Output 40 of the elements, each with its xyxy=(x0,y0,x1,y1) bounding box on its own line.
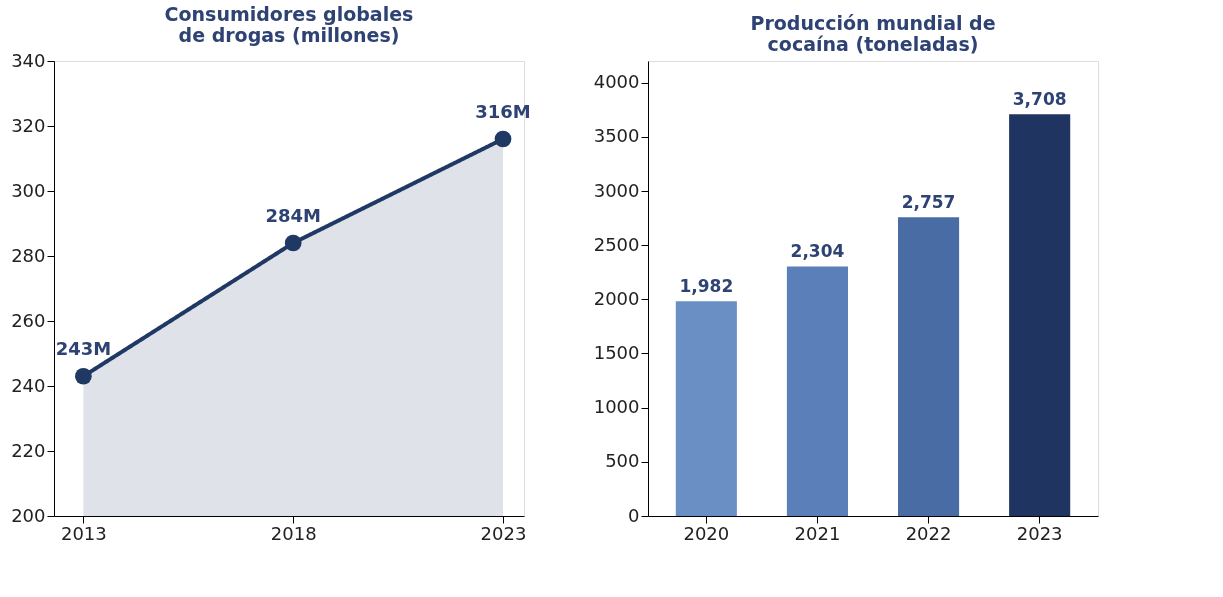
point xyxy=(75,367,92,385)
bar xyxy=(786,266,848,516)
y-tick-label: 200 xyxy=(11,504,46,526)
x-tick-label: 2022 xyxy=(905,522,952,544)
data-label: 2,304 xyxy=(790,241,845,262)
y-tick-label: 3000 xyxy=(593,179,640,201)
y-tick-label: 300 xyxy=(11,179,46,201)
data-label: 3,708 xyxy=(1012,89,1067,110)
y-tick-label: 1000 xyxy=(593,396,640,418)
x-tick-label: 2023 xyxy=(480,522,527,544)
y-tick-label: 340 xyxy=(11,49,46,71)
y-tick-label: 2500 xyxy=(593,233,640,255)
data-label: 243M xyxy=(55,338,112,360)
y-tick-label: 500 xyxy=(605,450,640,472)
data-label: 284M xyxy=(265,205,321,226)
y-tick-label: 4000 xyxy=(593,71,640,93)
x-tick-label: 2023 xyxy=(1016,522,1063,544)
point xyxy=(284,234,302,252)
x-tick-label: 2013 xyxy=(60,522,107,544)
x-tick-label: 2021 xyxy=(794,522,841,544)
bar xyxy=(675,301,737,516)
x-tick-label: 2018 xyxy=(270,522,317,544)
y-tick-label: 220 xyxy=(11,439,46,461)
chart-title: Consumidores globales de drogas (millones) xyxy=(164,3,414,46)
x-tick-label: 2020 xyxy=(683,522,730,544)
y-tick-label: 3500 xyxy=(593,125,640,147)
data-label: 316M xyxy=(475,101,531,122)
y-tick-label: 2000 xyxy=(593,287,640,309)
y-tick-label: 280 xyxy=(11,244,46,266)
y-tick-label: 0 xyxy=(628,504,640,526)
y-tick-label: 320 xyxy=(11,114,46,136)
y-tick-label: 240 xyxy=(11,374,46,396)
chart-title: Producción mundial de cocaína (toneladas) xyxy=(750,12,996,55)
y-tick-label: 1500 xyxy=(593,342,640,363)
data-label: 1,982 xyxy=(679,276,734,297)
point xyxy=(494,130,512,148)
data-label: 2,757 xyxy=(901,192,956,213)
bar xyxy=(898,217,960,516)
y-tick-label: 260 xyxy=(11,309,46,331)
bar xyxy=(1009,114,1071,516)
